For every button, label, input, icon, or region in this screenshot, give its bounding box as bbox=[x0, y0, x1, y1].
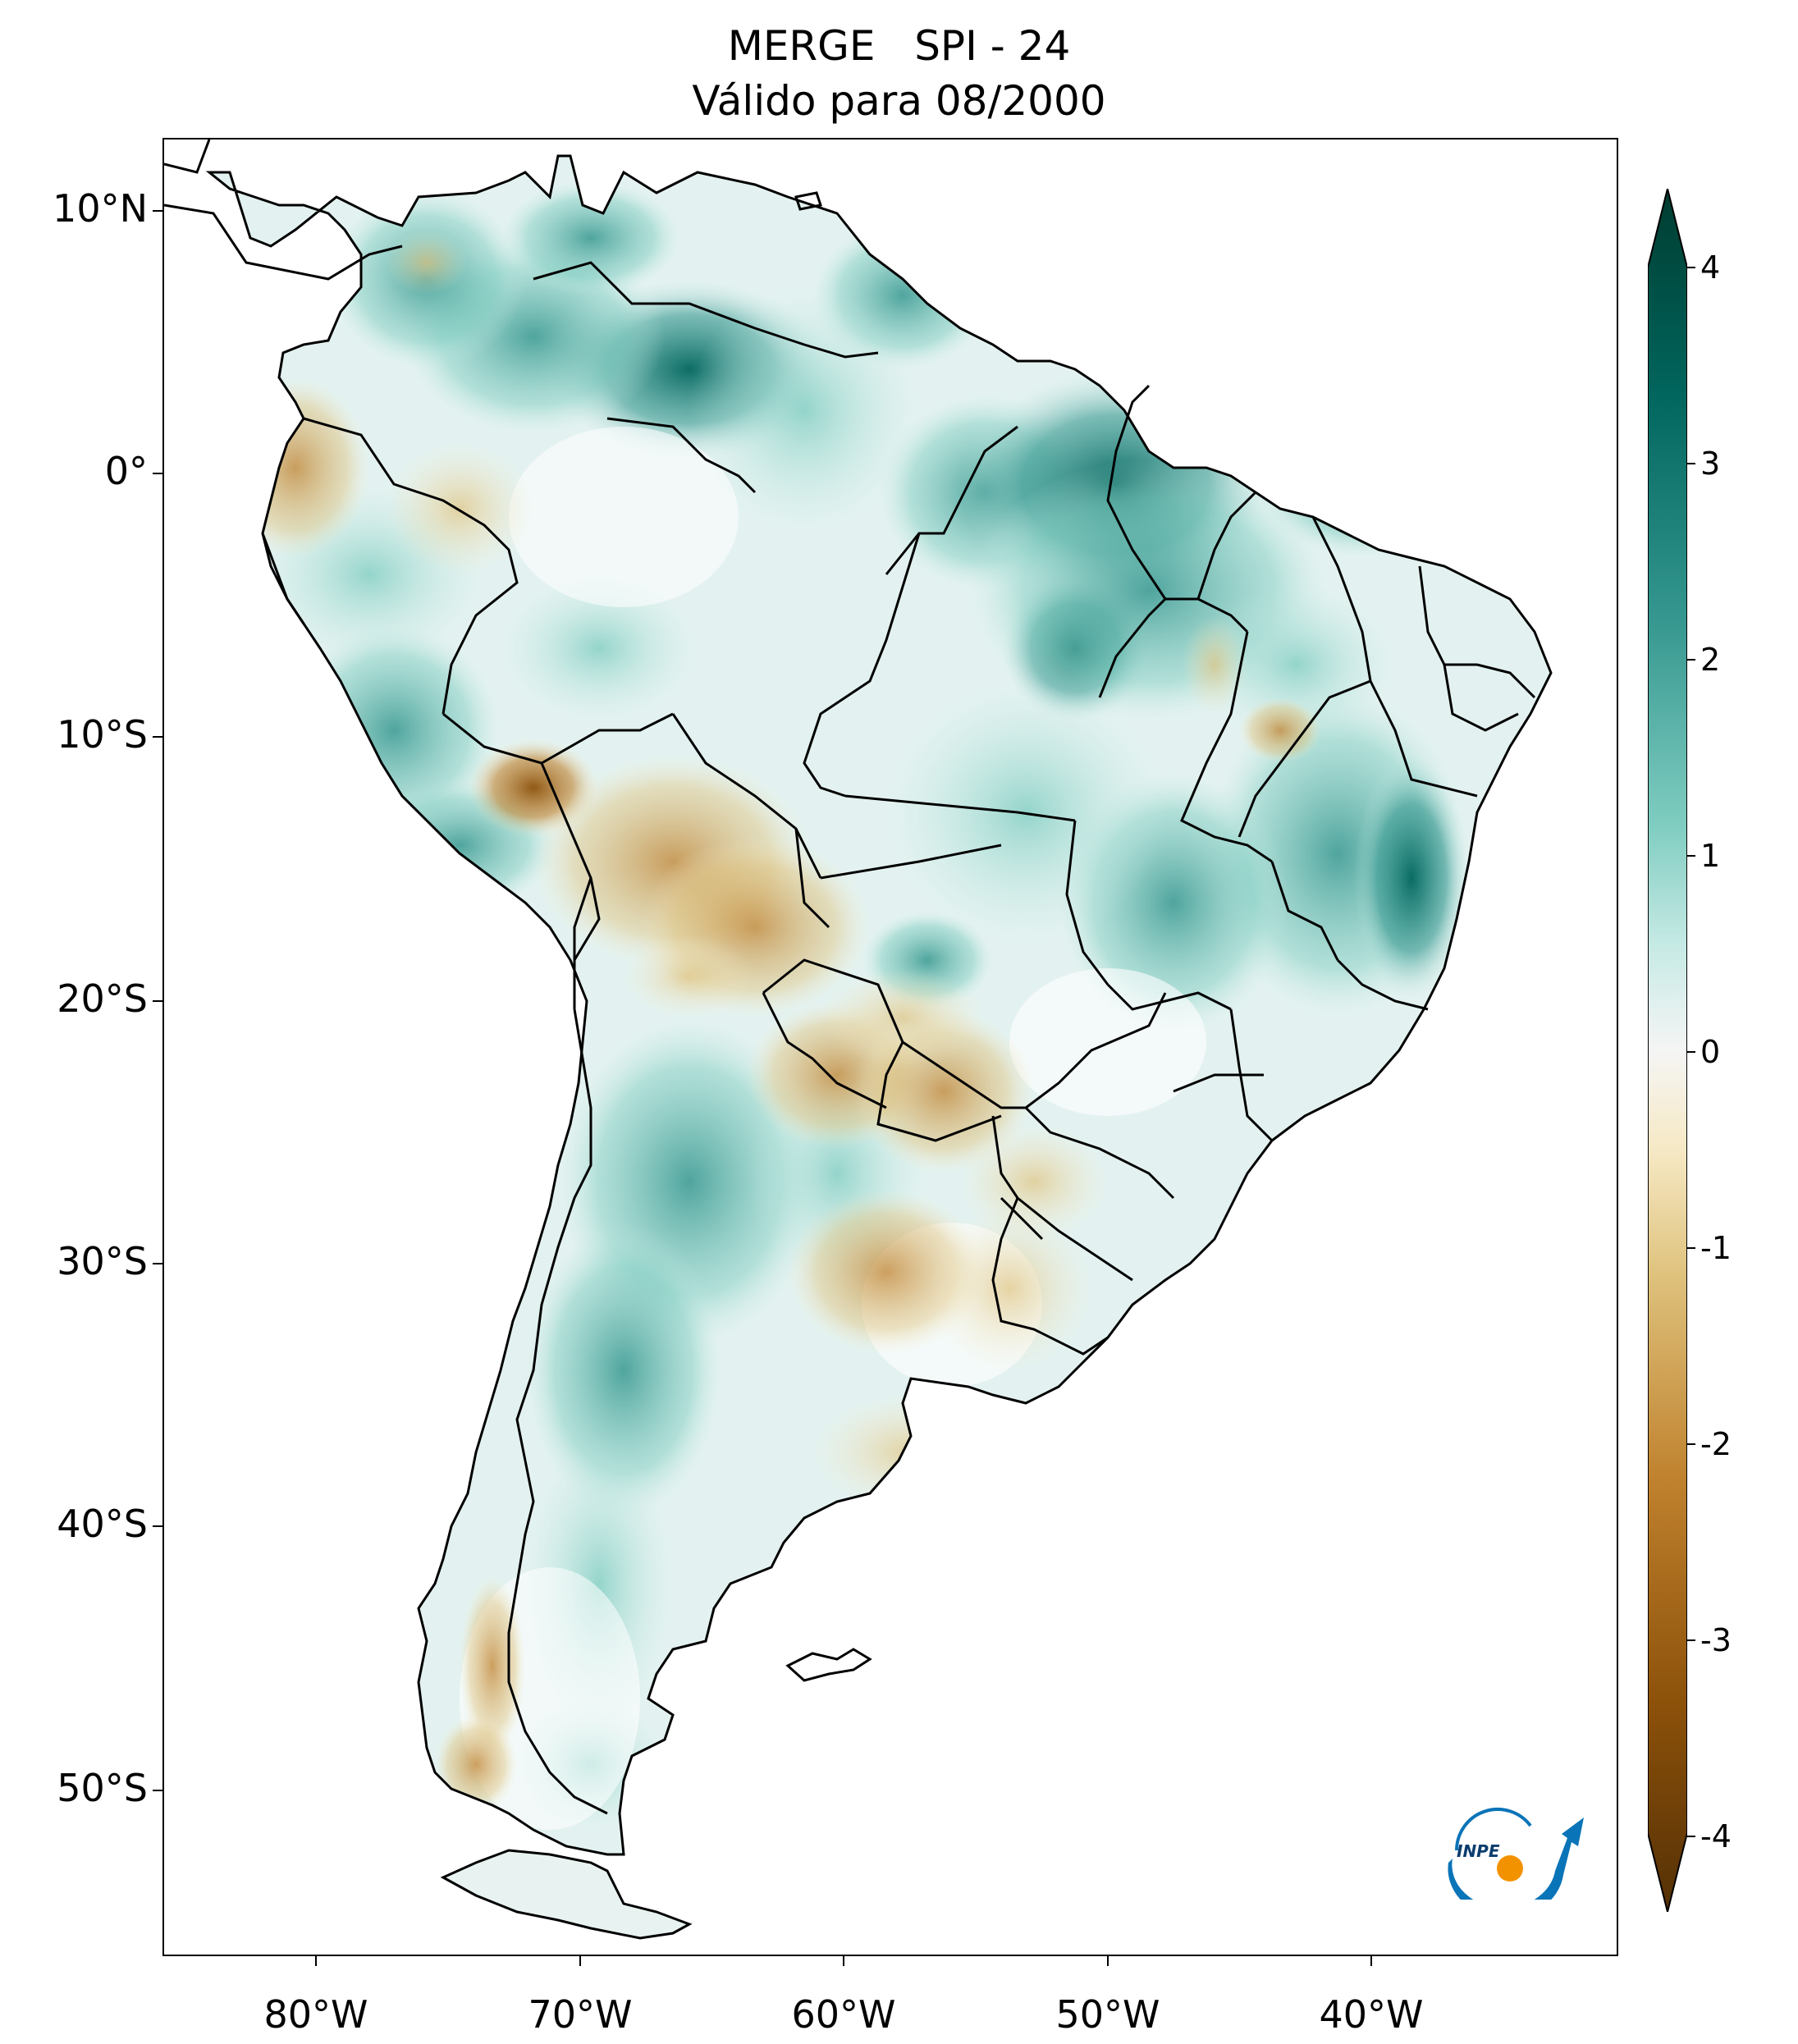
lat-tick bbox=[153, 1525, 162, 1527]
lon-label-70w: 70°W bbox=[528, 1992, 633, 2037]
colorbar-label-1: 1 bbox=[1700, 838, 1721, 874]
colorbar-label-2: 2 bbox=[1700, 642, 1721, 678]
colorbar-label-neg2: -2 bbox=[1700, 1426, 1732, 1462]
colorbar-tick bbox=[1687, 1639, 1695, 1641]
colorbar-label-neg3: -3 bbox=[1700, 1622, 1732, 1658]
logo-text: INPE bbox=[1457, 1841, 1500, 1861]
lat-label-10n: 10°N bbox=[53, 186, 148, 231]
lat-tick bbox=[153, 210, 162, 212]
lat-tick bbox=[153, 1790, 162, 1791]
south-america-map bbox=[164, 139, 1553, 1940]
lat-tick bbox=[153, 473, 162, 474]
map-title-line1: MERGE SPI - 24 bbox=[727, 22, 1071, 70]
lat-label-20s: 20°S bbox=[57, 976, 148, 1021]
trinidad-island bbox=[794, 191, 822, 211]
colorbar-label-3: 3 bbox=[1700, 446, 1721, 482]
lat-label-40s: 40°S bbox=[57, 1502, 148, 1546]
tierra-del-fuego bbox=[440, 1849, 693, 1940]
colorbar-label-0: 0 bbox=[1700, 1034, 1721, 1070]
lon-tick bbox=[1107, 1956, 1109, 1966]
colorbar-tick bbox=[1687, 1051, 1695, 1053]
lon-label-60w: 60°W bbox=[791, 1992, 896, 2037]
colorbar-tick bbox=[1687, 659, 1695, 661]
colorbar-tick bbox=[1687, 267, 1695, 268]
colorbar-tick bbox=[1687, 1247, 1695, 1249]
colorbar-label-neg1: -1 bbox=[1700, 1230, 1732, 1266]
colorbar-tick bbox=[1687, 1443, 1695, 1445]
lat-label-10s: 10°S bbox=[57, 712, 148, 757]
lon-tick bbox=[1370, 1956, 1372, 1966]
lat-label-50s: 50°S bbox=[57, 1766, 148, 1810]
map-title-line2: Válido para 08/2000 bbox=[692, 77, 1106, 125]
map-panel bbox=[162, 138, 1618, 1956]
inpe-logo: INPE bbox=[1448, 1808, 1584, 1900]
spi-colorbar bbox=[1648, 189, 1687, 1912]
lat-tick bbox=[153, 1000, 162, 1002]
lat-tick bbox=[153, 736, 162, 738]
colorbar-tick bbox=[1687, 463, 1695, 464]
colorbar-label-4: 4 bbox=[1700, 249, 1721, 286]
lon-tick bbox=[579, 1956, 581, 1966]
falkland-islands bbox=[785, 1648, 872, 1682]
colorbar-tick bbox=[1687, 855, 1695, 857]
central-america-coast bbox=[164, 203, 403, 281]
colorbar-tick bbox=[1687, 1836, 1695, 1837]
lon-label-50w: 50°W bbox=[1055, 1992, 1160, 2037]
lat-label-30s: 30°S bbox=[57, 1239, 148, 1283]
lon-label-40w: 40°W bbox=[1319, 1992, 1424, 2037]
political-borders bbox=[261, 261, 1536, 1815]
lon-tick bbox=[315, 1956, 317, 1966]
colorbar-label-neg4: -4 bbox=[1700, 1818, 1732, 1854]
lat-tick bbox=[153, 1263, 162, 1264]
lon-tick bbox=[843, 1956, 844, 1966]
lat-label-0: 0° bbox=[104, 449, 148, 493]
lon-label-80w: 80°W bbox=[263, 1992, 368, 2037]
